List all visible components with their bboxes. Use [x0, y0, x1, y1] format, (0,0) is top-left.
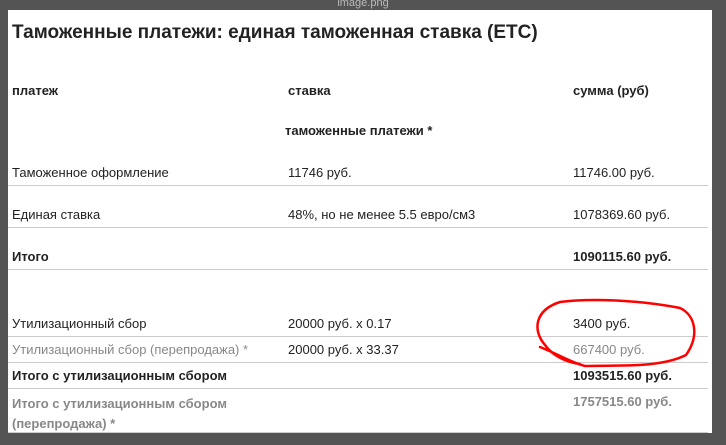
row-sum: 1757515.60 руб. — [573, 394, 672, 409]
window-title: image.png — [337, 0, 389, 9]
row-name: Утилизационный сбор (перепродажа) * — [12, 342, 249, 357]
table-row-total: Итого с утилизационным сбором 1093515.60… — [8, 368, 708, 389]
header-payment: платеж — [12, 83, 58, 98]
row-name: Единая ставка — [12, 207, 101, 222]
header-rate: ставка — [288, 83, 331, 98]
row-rate: 48%, но не менее 5.5 евро/см3 — [288, 207, 476, 222]
table-row-total: Итого 1090115.60 руб. — [8, 249, 708, 270]
row-name: Таможенное оформление — [12, 165, 169, 180]
row-sum: 1093515.60 руб. — [573, 368, 672, 383]
row-sum: 1090115.60 руб. — [573, 249, 672, 264]
table-row: Утилизационный сбор (перепродажа) * 2000… — [8, 342, 708, 363]
row-sum: 3400 руб. — [573, 316, 631, 331]
section-heading: таможенные платежи * — [285, 123, 433, 138]
header-sum: сумма (руб) — [573, 83, 649, 98]
table-row: Единая ставка 48%, но не менее 5.5 евро/… — [8, 207, 708, 228]
row-sum: 667400 руб. — [573, 342, 645, 357]
row-sum: 1078369.60 руб. — [573, 207, 671, 222]
row-rate: 20000 руб. x 33.37 — [288, 342, 399, 357]
table-row: Таможенное оформление 11746 руб. 11746.0… — [8, 165, 708, 186]
row-name: Итого с утилизационным сбором (перепрода… — [12, 396, 227, 431]
row-name: Итого — [12, 249, 49, 264]
page-title: Таможенные платежи: единая таможенная ст… — [12, 22, 538, 43]
table-row: Утилизационный сбор 20000 руб. x 0.17 34… — [8, 316, 708, 337]
content-panel: Таможенные платежи: единая таможенная ст… — [8, 10, 712, 433]
row-sum: 11746.00 руб. — [573, 165, 655, 180]
row-name: Утилизационный сбор — [12, 316, 147, 331]
row-rate: 11746 руб. — [288, 165, 352, 180]
table-row-total: Итого с утилизационным сбором (перепрода… — [8, 394, 708, 433]
row-name: Итого с утилизационным сбором — [12, 368, 227, 383]
row-rate: 20000 руб. x 0.17 — [288, 316, 392, 331]
